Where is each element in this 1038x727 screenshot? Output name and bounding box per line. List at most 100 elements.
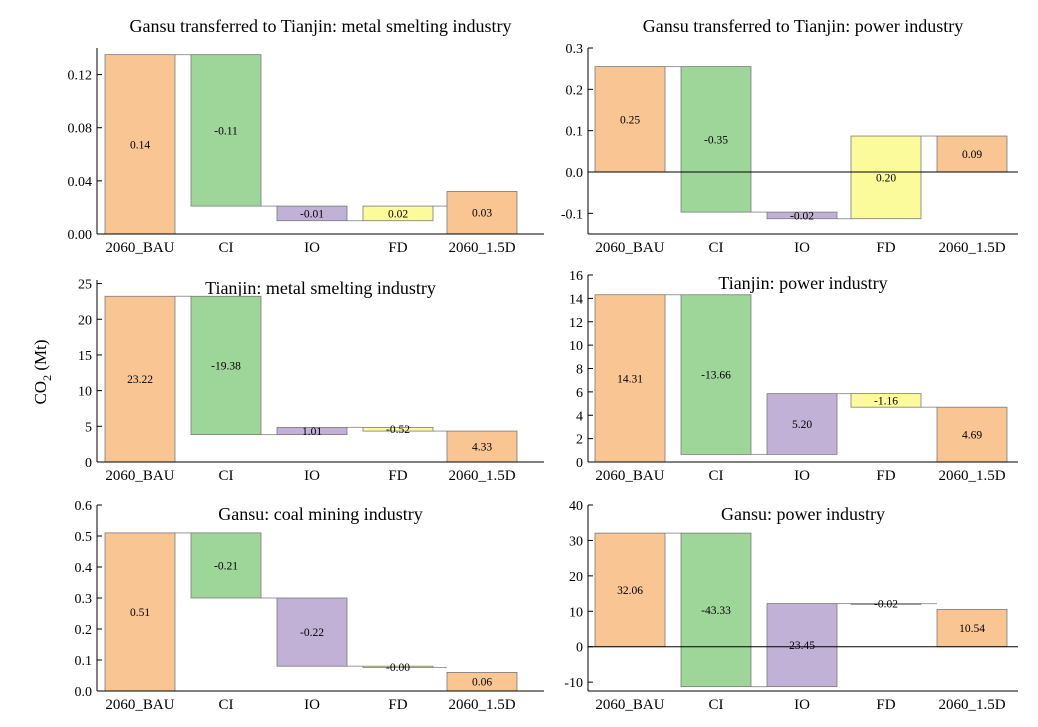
x-tick-label: 2060_BAU (105, 697, 174, 713)
bar-ci (680, 294, 752, 455)
bar-value-label: -0.01 (300, 208, 324, 220)
x-tick-label: 2060_1.5D (448, 240, 515, 256)
bar-ci (680, 66, 752, 213)
x-tick-label: 2060_1.5D (938, 697, 1005, 713)
y-tick-label: 0 (85, 456, 92, 471)
bar-value-label: -0.00 (386, 662, 410, 674)
bar-ci (190, 295, 262, 435)
bar-fd (850, 135, 922, 220)
bar-2060-1-5d (936, 608, 1008, 648)
x-tick-label: CI (709, 240, 724, 256)
bar-io (766, 393, 838, 455)
x-tick-label: CI (709, 697, 724, 713)
y-tick-label: -0.1 (561, 207, 583, 222)
x-tick-label: FD (876, 240, 895, 256)
bar-value-label: 10.54 (959, 623, 985, 635)
y-tick-label: 0.3 (566, 42, 584, 57)
bar-2060-bau (104, 295, 176, 463)
y-tick-label: 8 (576, 363, 583, 378)
y-tick-label: 0.2 (75, 623, 93, 638)
y-tick-label: 5 (85, 420, 92, 435)
bar-value-label: -0.11 (214, 125, 238, 137)
bar-2060-bau (594, 294, 666, 463)
x-tick-label: 2060_BAU (595, 697, 664, 713)
bar-2060-1-5d (936, 406, 1008, 463)
bar-value-label: -0.21 (214, 560, 238, 572)
x-tick-label: FD (388, 240, 407, 256)
bar-2060-1-5d (446, 430, 518, 463)
bar-value-label: 32.06 (617, 585, 643, 597)
y-tick-label: 20 (569, 570, 583, 585)
y-tick-label: 0.0 (566, 166, 584, 181)
chart-panel: Gansu transferred to Tianjin: power indu… (561, 16, 1018, 256)
bar-value-label: 23.45 (789, 640, 815, 652)
x-tick-label: IO (304, 468, 320, 484)
x-tick-label: IO (794, 240, 810, 256)
y-tick-label: 25 (78, 278, 92, 293)
y-tick-label: 0 (576, 641, 583, 656)
chart-panel: Tianjin: power industry 0 2 4 6 8 10 12 14 16 14.3… (569, 269, 1018, 484)
bar-value-label: 0.51 (130, 607, 150, 619)
x-tick-label: 2060_1.5D (448, 468, 515, 484)
bar-value-label: 4.69 (962, 430, 982, 442)
chart-title: Gansu transferred to Tianjin: metal smel… (130, 16, 512, 36)
chart-panel: Gansu transferred to Tianjin: metal smel… (68, 16, 544, 256)
chart-title: Tianjin: power industry (718, 273, 887, 293)
y-tick-label: 40 (569, 499, 583, 514)
bar-value-label: 0.25 (620, 114, 640, 126)
bar-value-label: 5.20 (792, 419, 812, 431)
x-tick-label: CI (219, 468, 234, 484)
bar-value-label: 4.33 (472, 442, 492, 454)
bar-fd (362, 665, 434, 668)
y-tick-label: 0.4 (75, 561, 93, 576)
chart-panel: Gansu: coal mining industry 0.0 0.1 0.2 0.3 0… (75, 499, 544, 713)
bar-value-label: -0.02 (874, 599, 898, 611)
bar-value-label: -13.66 (701, 370, 731, 382)
bar-ci (190, 532, 262, 599)
bar-value-label: -0.22 (300, 627, 324, 639)
y-tick-label: 2 (576, 433, 583, 448)
y-tick-label: -10 (564, 676, 583, 691)
y-tick-label: 0.5 (75, 530, 93, 545)
y-tick-label: 16 (569, 269, 583, 284)
chart-title: Gansu: coal mining industry (218, 504, 422, 524)
bar-fd (850, 603, 922, 605)
y-tick-label: 10 (78, 385, 92, 400)
bar-value-label: -0.52 (386, 424, 410, 436)
y-tick-label: 0 (576, 456, 583, 471)
bar-value-label: -19.38 (211, 360, 241, 372)
x-tick-label: CI (709, 468, 724, 484)
y-tick-label: 20 (78, 313, 92, 328)
y-tick-label: 0.1 (566, 125, 584, 140)
y-axis-label: CO2 (Mt) (31, 339, 54, 404)
bar-value-label: -1.16 (874, 395, 898, 407)
y-tick-label: 0.1 (75, 654, 93, 669)
x-tick-label: IO (794, 697, 810, 713)
y-tick-label: 15 (78, 349, 92, 364)
x-tick-label: 2060_BAU (105, 240, 174, 256)
y-tick-label: 4 (576, 409, 583, 424)
bar-value-label: 0.20 (876, 172, 896, 184)
chart-title: Gansu: power industry (721, 504, 885, 524)
x-tick-label: IO (304, 240, 320, 256)
bar-io (766, 211, 838, 220)
bar-value-label: 1.01 (302, 426, 322, 438)
chart-panel: Gansu: power industry -10 0 10 20 30 40 32.06 -4… (564, 499, 1018, 713)
x-tick-label: 2060_BAU (595, 468, 664, 484)
bar-value-label: 0.09 (962, 149, 982, 161)
bar-fd (362, 205, 434, 222)
chart-title: Gansu transferred to Tianjin: power indu… (643, 16, 963, 36)
x-tick-label: 2060_BAU (105, 468, 174, 484)
y-tick-label: 12 (569, 316, 583, 331)
bar-value-label: -0.35 (704, 134, 728, 146)
bar-value-label: 14.31 (617, 373, 643, 385)
y-tick-label: 0.00 (68, 228, 93, 243)
y-tick-label: 10 (569, 605, 583, 620)
bar-value-label: 0.14 (130, 139, 150, 151)
y-tick-label: 0.08 (68, 122, 93, 137)
y-tick-label: 6 (576, 386, 583, 401)
x-tick-label: IO (304, 697, 320, 713)
x-tick-label: 2060_BAU (595, 240, 664, 256)
x-tick-label: FD (388, 697, 407, 713)
x-tick-label: CI (219, 697, 234, 713)
